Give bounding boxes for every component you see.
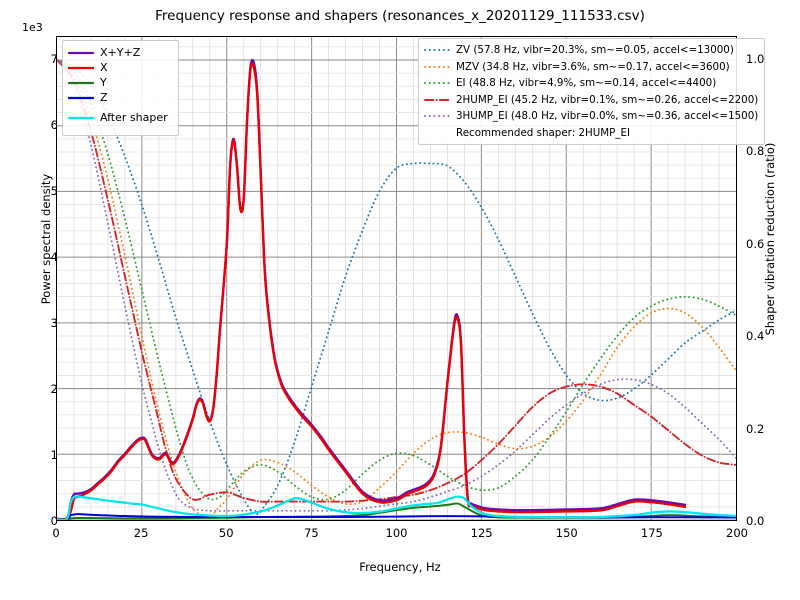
x-tick-label: 125 — [470, 526, 493, 540]
legend-item-label: Y — [100, 75, 107, 89]
psd-curve-after-shaper — [57, 495, 736, 520]
recommended-shaper-note: Recommended shaper: 2HUMP_EI — [456, 126, 631, 139]
legend-item-2hump_ei[interactable]: 2HUMP_EI (45.2 Hz, vibr=0.1%, sm~=0.26, … — [424, 92, 758, 109]
legend-item-label: Z — [100, 90, 108, 104]
x-tick-label: 100 — [385, 526, 408, 540]
legend-shapers[interactable]: ZV (57.8 Hz, vibr=20.3%, sm~=0.05, accel… — [418, 38, 766, 145]
y2-tick-label: 0.4 — [746, 329, 765, 344]
legend-item-label: X+Y+Z — [100, 45, 141, 59]
y-tick-label: 2 — [50, 382, 58, 397]
y-tick-label: 5 — [50, 184, 58, 199]
x-tick-label: 0 — [52, 526, 60, 540]
legend-item-label: EI (48.8 Hz, vibr=4.9%, sm~=0.14, accel<… — [456, 77, 717, 90]
legend-swatch-icon — [424, 61, 450, 73]
y-tick-label: 6 — [50, 118, 58, 133]
legend-item-x[interactable]: X — [68, 60, 172, 75]
legend-item-label: MZV (34.8 Hz, vibr=3.6%, sm~=0.17, accel… — [456, 60, 730, 73]
y-axis-exponent-label: 1e3 — [22, 21, 43, 34]
legend-swatch-icon — [68, 62, 94, 74]
chart-title: Frequency response and shapers (resonanc… — [155, 8, 645, 24]
x-tick-label: 150 — [555, 526, 578, 540]
legend-swatch-icon — [424, 110, 450, 122]
legend-item-y[interactable]: Y — [68, 75, 172, 90]
y2-tick-label: 0.0 — [746, 514, 765, 528]
y2-tick-label: 0.2 — [746, 421, 765, 436]
legend-item-ei[interactable]: EI (48.8 Hz, vibr=4.9%, sm~=0.14, accel<… — [424, 75, 758, 92]
legend-item-label: X — [100, 60, 108, 74]
y2-tick-label: 1.0 — [746, 52, 765, 67]
legend-swatch-icon — [68, 47, 94, 59]
legend-item-label: 3HUMP_EI (48.0 Hz, vibr=0.0%, sm~=0.36, … — [456, 110, 759, 123]
legend-swatch-icon — [68, 92, 94, 104]
legend-item-label: After shaper — [100, 110, 168, 124]
legend-swatch-icon — [424, 94, 450, 106]
shaper-curve-mzv — [57, 59, 736, 517]
legend-item-mzv[interactable]: MZV (34.8 Hz, vibr=3.6%, sm~=0.17, accel… — [424, 59, 758, 76]
x-axis-label: Frequency, Hz — [359, 560, 441, 574]
psd-curve-x — [57, 62, 687, 520]
x-tick-label: 175 — [640, 526, 663, 540]
legend-item-x-y-z[interactable]: X+Y+Z — [68, 45, 172, 60]
legend-swatch-icon — [68, 112, 94, 124]
legend-item-zv[interactable]: ZV (57.8 Hz, vibr=20.3%, sm~=0.05, accel… — [424, 42, 758, 59]
legend-item-label: 2HUMP_EI (45.2 Hz, vibr=0.1%, sm~=0.26, … — [456, 93, 759, 106]
legend-item-3hump_ei[interactable]: 3HUMP_EI (48.0 Hz, vibr=0.0%, sm~=0.36, … — [424, 108, 758, 125]
y-tick-label: 4 — [50, 250, 58, 265]
y-tick-label: 0 — [50, 514, 58, 528]
x-tick-label: 25 — [133, 526, 149, 540]
y-tick-label: 3 — [50, 316, 58, 331]
legend-item-label: ZV (57.8 Hz, vibr=20.3%, sm~=0.05, accel… — [456, 44, 734, 57]
x-tick-label: 50 — [218, 526, 234, 540]
data-layer — [57, 58, 736, 520]
shaper-curve-3hump_ei — [57, 59, 736, 512]
x-tick-label: 200 — [726, 526, 748, 540]
y-tick-label: 7 — [50, 52, 58, 67]
legend-swatch-icon — [424, 44, 450, 56]
x-tick-label: 75 — [304, 526, 319, 540]
y-tick-label: 1 — [50, 448, 58, 462]
legend-swatch-icon — [68, 77, 94, 89]
y2-tick-label: 0.6 — [746, 236, 765, 251]
legend-item-after-shaper[interactable]: After shaper — [68, 105, 172, 131]
legend-swatch-icon — [424, 77, 450, 89]
y2-tick-label: 0.8 — [746, 144, 765, 159]
legend-signals[interactable]: X+Y+Z X Y Z After shaper — [62, 40, 179, 136]
legend-item-z[interactable]: Z — [68, 90, 172, 105]
